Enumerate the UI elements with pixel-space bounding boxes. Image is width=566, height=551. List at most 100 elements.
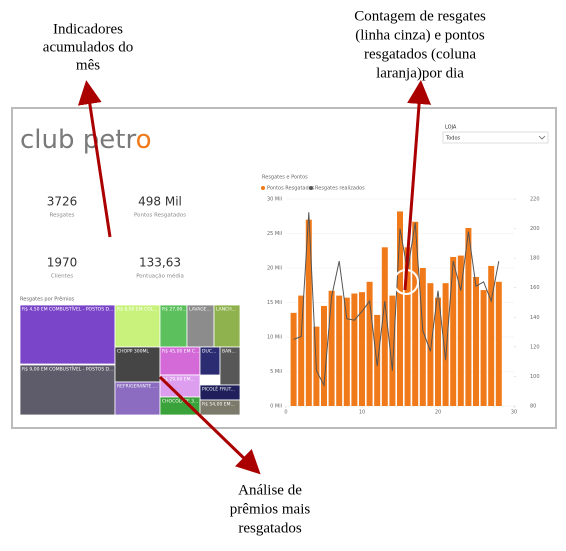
- bar: [397, 211, 403, 406]
- treemap-tile: [159, 304, 188, 348]
- annotation: mês: [76, 57, 100, 73]
- treemap-label: PICOLÉ FRUT...: [202, 385, 235, 393]
- filter-label: LOJA: [445, 125, 457, 131]
- bar: [305, 219, 312, 406]
- logo-part: petr: [83, 125, 137, 155]
- y-tick-label: 0 Mil: [270, 404, 282, 410]
- arrow: [77, 80, 112, 238]
- bar: [343, 297, 350, 406]
- bar: [442, 283, 449, 406]
- bar: [427, 283, 434, 406]
- treemap-label: REFRIGERANTE ...: [117, 384, 157, 390]
- treemap-label: LAVAGE...: [189, 307, 211, 313]
- legend-marker: [309, 186, 313, 190]
- y2-tick-label: 180: [530, 256, 540, 262]
- treemap-label: R$ 27,00...: [162, 307, 187, 313]
- annotation: (linha cinza) e pontos: [355, 27, 485, 43]
- bar: [412, 221, 419, 406]
- bar: [328, 290, 335, 406]
- kpi-label: Pontos Resgatados: [134, 213, 186, 219]
- annotation: Contagem de resgates: [354, 8, 486, 24]
- annotation: resgatados: [238, 520, 301, 536]
- treemap-label: CHOPP 300ML: [117, 349, 149, 355]
- legend-label: Resgates realizados: [315, 186, 365, 192]
- y2-tick-label: 140: [530, 315, 540, 321]
- treemap-title: Resgates por Prêmios: [20, 296, 75, 303]
- bar: [374, 314, 381, 406]
- y2-tick-label: 200: [530, 226, 540, 232]
- bar: [290, 312, 297, 406]
- bar: [488, 265, 495, 406]
- y2-tick-label: 80: [530, 404, 536, 410]
- annotation: acumulados do: [43, 39, 133, 55]
- treemap-label: R$ 4,50 EM COMBUSTÍVEL - POSTOS D...: [22, 306, 113, 313]
- bar: [465, 227, 472, 406]
- bar: [366, 281, 373, 406]
- legend-marker: [261, 186, 265, 190]
- treemap-tile: [19, 364, 116, 416]
- treemap-label: R$ 8,00 EM COL...: [117, 307, 158, 313]
- bar: [381, 247, 388, 406]
- x-tick-label: 0: [284, 410, 287, 416]
- treemap-tile: [213, 304, 241, 348]
- bar: [298, 295, 305, 406]
- y-tick-label: 20 Mil: [267, 266, 282, 272]
- y2-tick-label: 100: [530, 374, 540, 380]
- treemap-tile: [114, 346, 161, 383]
- treemap-label: DUC...: [202, 349, 216, 355]
- chart: Resgates e Pontos Pontos Resgatados Resgat…: [261, 175, 540, 416]
- kpi-label: Pontuação média: [136, 273, 184, 280]
- arrow: [403, 80, 432, 291]
- bar: [495, 281, 502, 406]
- kpi-value: 498 Mil: [138, 195, 182, 209]
- bar: [419, 268, 426, 406]
- treemap-tile: [186, 304, 215, 348]
- bar: [480, 290, 487, 406]
- bar: [389, 295, 396, 406]
- x-tick-label: 20: [435, 410, 441, 416]
- bar: [450, 256, 457, 406]
- legend-label: Pontos Resgatados: [267, 186, 315, 192]
- treemap-tile: [19, 304, 116, 365]
- annotation: laranja)por dia: [376, 65, 464, 81]
- line: [293, 212, 500, 388]
- logo-part: club: [20, 125, 83, 155]
- treemap-label: R$ 54,00 EM...: [202, 402, 235, 408]
- kpi-label: Clientes: [51, 274, 73, 280]
- treemap-tile: [114, 381, 161, 416]
- bar: [351, 293, 358, 406]
- bar: [404, 247, 411, 406]
- kpi-value: 133,63: [139, 256, 181, 270]
- logo: club petro: [20, 125, 152, 155]
- y2-tick-label: 160: [530, 285, 540, 291]
- annotation: Análise de: [238, 482, 302, 498]
- logo-part: o: [136, 125, 152, 155]
- filter-dropdown[interactable]: [442, 131, 549, 144]
- chart-title: Resgates e Pontos: [262, 175, 308, 181]
- y2-tick-label: 220: [530, 197, 540, 203]
- treemap-label: R$ 9,00 EM COMBUSTÍVEL - POSTOS D...: [22, 366, 113, 373]
- filter-value[interactable]: Todos: [445, 136, 460, 142]
- treemap-label: LANCH...: [216, 307, 236, 313]
- y-tick-label: 15 Mil: [267, 300, 282, 306]
- y-tick-label: 25 Mil: [267, 231, 282, 237]
- treemap-label: R$ 29,00 EM...: [162, 377, 195, 383]
- bar: [457, 255, 464, 406]
- bar: [435, 297, 441, 406]
- y-tick-label: 10 Mil: [267, 335, 282, 341]
- treemap-label: CHOCOLATE 3...: [162, 399, 198, 405]
- annotation: prêmios mais: [230, 501, 311, 517]
- arrow: [158, 375, 261, 475]
- y-tick-label: 30 Mil: [267, 197, 282, 203]
- y2-tick-label: 120: [530, 344, 540, 350]
- bar: [336, 295, 343, 406]
- bar: [321, 305, 327, 406]
- annotation: Indicadores: [53, 21, 123, 37]
- x-tick-label: 10: [359, 410, 365, 416]
- dropdown-caret: [538, 135, 546, 140]
- treemap-label: BAN...: [222, 349, 236, 355]
- bar: [473, 276, 479, 406]
- x-tick-label: 30: [511, 410, 517, 416]
